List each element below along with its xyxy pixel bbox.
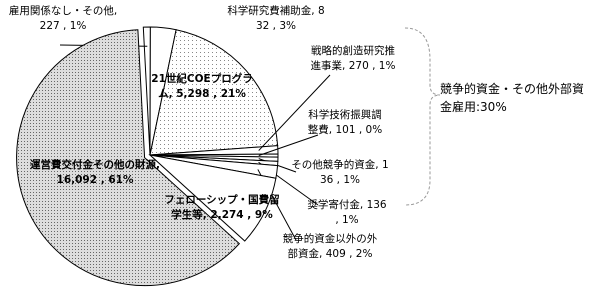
data-label: 科学技術振興調整費, 101 , 0%: [307, 109, 383, 136]
pie-slice: [16, 29, 241, 286]
data-label: 運営費交付金その他の財源, 16,092 , 61%: [30, 159, 160, 186]
leader-line: [258, 74, 331, 151]
leader-line: [258, 134, 319, 156]
data-label: 奨学寄付金, 136 , 1%: [307, 199, 387, 226]
data-label: 競争的資金以外の外部資金, 409 , 2%: [282, 233, 378, 260]
bracket: [404, 27, 441, 206]
annotation: 競争的資金・その他外部資金雇用:30%: [440, 82, 585, 114]
data-label: その他競争的資金, 136 , 1%: [291, 159, 389, 186]
pie-slice: [149, 29, 279, 156]
data-label: 戦略的創造研究推進事業, 270 , 1%: [310, 45, 396, 72]
pie-slice: [148, 154, 277, 242]
data-label: 科学研究費補助金, 832 , 3%: [227, 5, 325, 32]
data-label: 21世紀COEプログラム, 5,298 , 21%: [151, 73, 253, 100]
data-label: 雇用関係なし・その他, 227 , 1%: [8, 5, 118, 32]
data-label: フェローシップ・国費留学生等, 2,274 , 9%: [164, 194, 280, 221]
